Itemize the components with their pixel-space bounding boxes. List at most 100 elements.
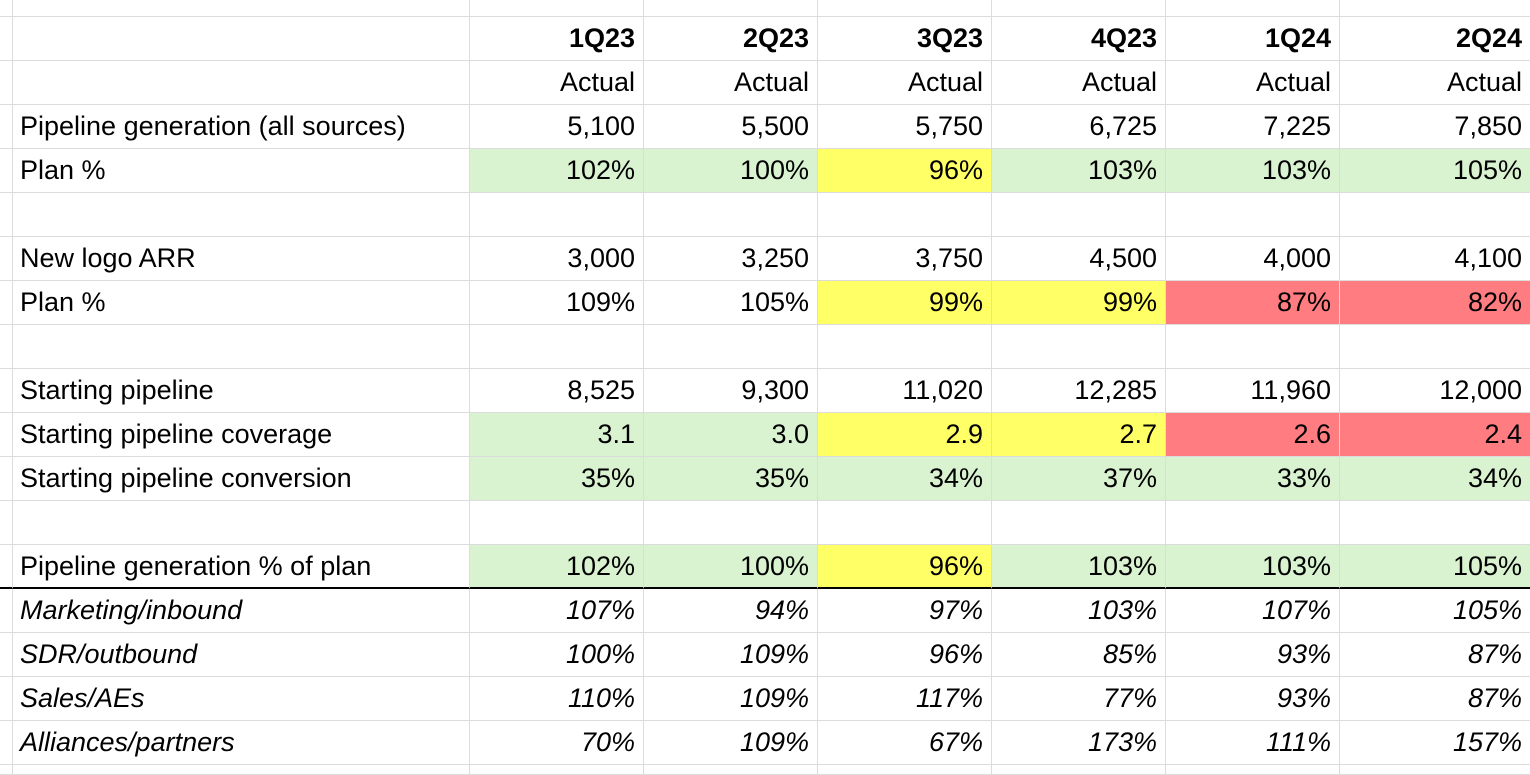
value-cell[interactable]: 6,725 xyxy=(992,105,1166,149)
value-cell[interactable]: 109% xyxy=(644,633,818,677)
value-cell[interactable]: 105% xyxy=(644,281,818,325)
column-header-type[interactable]: Actual xyxy=(470,61,644,105)
grid-cell[interactable] xyxy=(0,589,13,633)
row-label[interactable]: Sales/AEs xyxy=(13,677,470,721)
value-cell[interactable]: 103% xyxy=(992,545,1166,589)
grid-cell[interactable] xyxy=(13,765,470,775)
value-cell[interactable]: 11,020 xyxy=(818,369,992,413)
value-cell[interactable]: 4,100 xyxy=(1340,237,1530,281)
value-cell[interactable]: 103% xyxy=(992,589,1166,633)
value-cell[interactable]: 87% xyxy=(1166,281,1340,325)
column-header-quarter[interactable]: 3Q23 xyxy=(818,17,992,61)
spacer-cell[interactable] xyxy=(13,501,470,545)
value-cell[interactable]: 102% xyxy=(470,149,644,193)
grid-cell[interactable] xyxy=(0,325,13,369)
grid-cell[interactable] xyxy=(818,765,992,775)
grid-cell[interactable] xyxy=(0,413,13,457)
value-cell[interactable]: 103% xyxy=(1166,545,1340,589)
grid-cell[interactable] xyxy=(1166,765,1340,775)
spacer-cell[interactable] xyxy=(1340,501,1530,545)
value-cell[interactable]: 11,960 xyxy=(1166,369,1340,413)
grid-cell[interactable] xyxy=(0,721,13,765)
grid-cell[interactable] xyxy=(0,281,13,325)
value-cell[interactable]: 77% xyxy=(992,677,1166,721)
grid-cell[interactable] xyxy=(1166,0,1340,17)
value-cell[interactable]: 102% xyxy=(470,545,644,589)
value-cell[interactable]: 5,750 xyxy=(818,105,992,149)
value-cell[interactable]: 34% xyxy=(818,457,992,501)
value-cell[interactable]: 103% xyxy=(992,149,1166,193)
value-cell[interactable]: 109% xyxy=(470,281,644,325)
value-cell[interactable]: 34% xyxy=(1340,457,1530,501)
spacer-cell[interactable] xyxy=(992,193,1166,237)
value-cell[interactable]: 85% xyxy=(992,633,1166,677)
value-cell[interactable]: 94% xyxy=(644,589,818,633)
grid-cell[interactable] xyxy=(470,765,644,775)
grid-cell[interactable] xyxy=(0,0,13,17)
spacer-cell[interactable] xyxy=(470,325,644,369)
value-cell[interactable]: 2.6 xyxy=(1166,413,1340,457)
grid-cell[interactable] xyxy=(0,17,13,61)
value-cell[interactable]: 3.0 xyxy=(644,413,818,457)
value-cell[interactable]: 99% xyxy=(818,281,992,325)
value-cell[interactable]: 96% xyxy=(818,633,992,677)
grid-cell[interactable] xyxy=(992,0,1166,17)
value-cell[interactable]: 35% xyxy=(644,457,818,501)
spacer-cell[interactable] xyxy=(992,325,1166,369)
row-label[interactable]: SDR/outbound xyxy=(13,633,470,677)
spacer-cell[interactable] xyxy=(1166,193,1340,237)
value-cell[interactable]: 105% xyxy=(1340,589,1530,633)
value-cell[interactable]: 96% xyxy=(818,545,992,589)
spacer-cell[interactable] xyxy=(470,193,644,237)
row-label[interactable]: New logo ARR xyxy=(13,237,470,281)
value-cell[interactable]: 87% xyxy=(1340,633,1530,677)
value-cell[interactable]: 35% xyxy=(470,457,644,501)
value-cell[interactable]: 2.4 xyxy=(1340,413,1530,457)
value-cell[interactable]: 173% xyxy=(992,721,1166,765)
value-cell[interactable]: 3,000 xyxy=(470,237,644,281)
value-cell[interactable]: 93% xyxy=(1166,633,1340,677)
value-cell[interactable]: 7,850 xyxy=(1340,105,1530,149)
value-cell[interactable]: 3,250 xyxy=(644,237,818,281)
spacer-cell[interactable] xyxy=(13,325,470,369)
grid-cell[interactable] xyxy=(0,193,13,237)
grid-cell[interactable] xyxy=(644,0,818,17)
column-header-type[interactable]: Actual xyxy=(1166,61,1340,105)
spacer-cell[interactable] xyxy=(818,325,992,369)
value-cell[interactable]: 67% xyxy=(818,721,992,765)
row-label[interactable]: Pipeline generation % of plan xyxy=(13,545,470,589)
value-cell[interactable]: 82% xyxy=(1340,281,1530,325)
column-header-type[interactable]: Actual xyxy=(644,61,818,105)
row-label[interactable]: Marketing/inbound xyxy=(13,589,470,633)
grid-cell[interactable] xyxy=(13,17,470,61)
row-label[interactable]: Starting pipeline conversion xyxy=(13,457,470,501)
grid-cell[interactable] xyxy=(0,149,13,193)
value-cell[interactable]: 100% xyxy=(644,545,818,589)
value-cell[interactable]: 5,100 xyxy=(470,105,644,149)
row-label[interactable]: Starting pipeline xyxy=(13,369,470,413)
value-cell[interactable]: 37% xyxy=(992,457,1166,501)
spacer-cell[interactable] xyxy=(13,193,470,237)
column-header-quarter[interactable]: 1Q23 xyxy=(470,17,644,61)
value-cell[interactable]: 5,500 xyxy=(644,105,818,149)
spacer-cell[interactable] xyxy=(644,193,818,237)
value-cell[interactable]: 2.7 xyxy=(992,413,1166,457)
spacer-cell[interactable] xyxy=(1340,325,1530,369)
value-cell[interactable]: 109% xyxy=(644,721,818,765)
value-cell[interactable]: 3.1 xyxy=(470,413,644,457)
row-label[interactable]: Plan % xyxy=(13,281,470,325)
value-cell[interactable]: 157% xyxy=(1340,721,1530,765)
grid-cell[interactable] xyxy=(0,545,13,589)
grid-cell[interactable] xyxy=(13,0,470,17)
value-cell[interactable]: 3,750 xyxy=(818,237,992,281)
value-cell[interactable]: 105% xyxy=(1340,545,1530,589)
value-cell[interactable]: 103% xyxy=(1166,149,1340,193)
spacer-cell[interactable] xyxy=(818,193,992,237)
value-cell[interactable]: 12,000 xyxy=(1340,369,1530,413)
value-cell[interactable]: 8,525 xyxy=(470,369,644,413)
value-cell[interactable]: 100% xyxy=(644,149,818,193)
value-cell[interactable]: 33% xyxy=(1166,457,1340,501)
grid-cell[interactable] xyxy=(0,369,13,413)
spacer-cell[interactable] xyxy=(1340,193,1530,237)
column-header-type[interactable]: Actual xyxy=(1340,61,1530,105)
